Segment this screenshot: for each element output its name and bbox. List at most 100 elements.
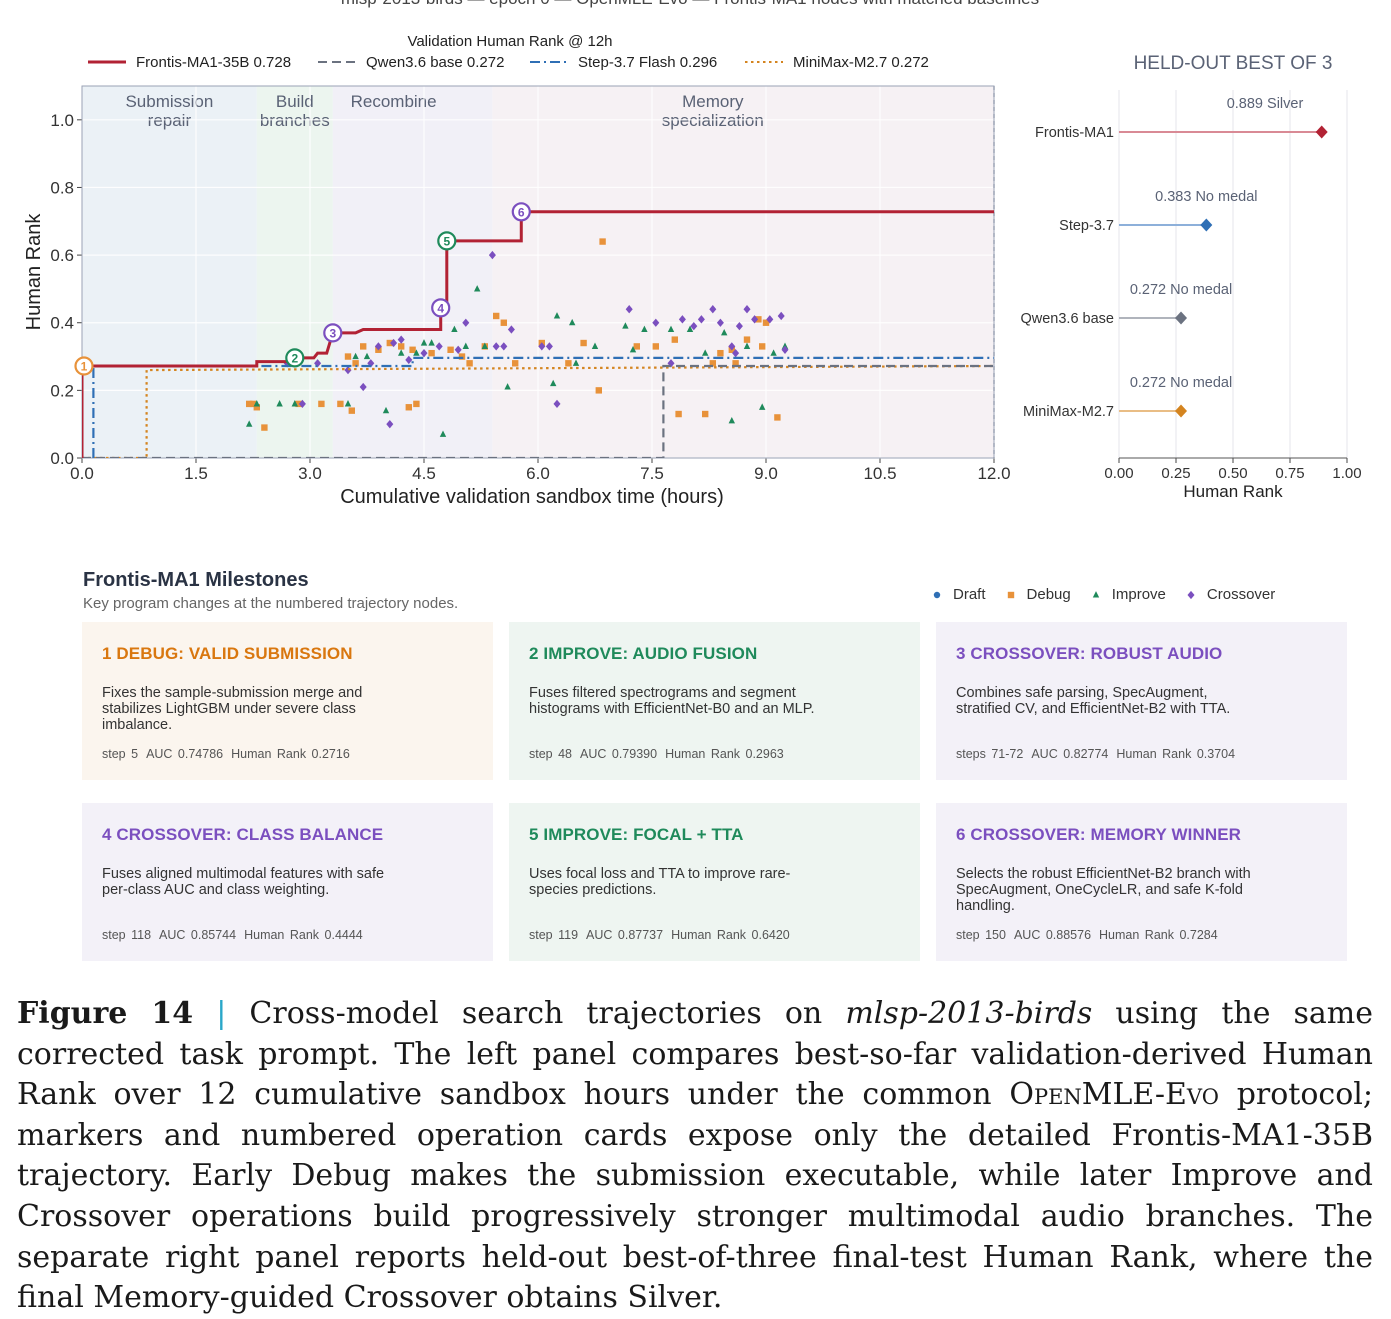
- row-label: Frontis-MA1: [1035, 125, 1114, 141]
- scatter-point-crossover: [500, 342, 508, 351]
- y-axis-label: Human Rank: [23, 213, 45, 331]
- scatter-point-crossover: [507, 325, 515, 334]
- legend-entry: Frontis-MA1-35B 0.728: [136, 54, 291, 71]
- card-rank: Human Rank 0.6420: [671, 928, 790, 942]
- scatter-point-crossover: [743, 305, 751, 314]
- diamond-icon: [1187, 590, 1195, 599]
- scatter-point-improve: [743, 342, 751, 349]
- phase-band: [256, 86, 333, 458]
- value-label: 0.889 Silver: [1227, 96, 1304, 112]
- value-label: 0.383 No medal: [1155, 189, 1257, 205]
- chart-title: Validation Human Rank @ 12h: [407, 33, 612, 50]
- scatter-point-improve: [686, 325, 694, 333]
- scatter-point-crossover: [777, 311, 785, 321]
- scatter-point-crossover: [488, 250, 496, 260]
- scatter-point-debug: [717, 349, 724, 357]
- scatter-point-crossover: [538, 342, 546, 351]
- legend-label: Improve: [1111, 586, 1166, 603]
- scatter-point-debug: [344, 353, 352, 360]
- caption-text-1: Cross-model search trajectories on: [249, 996, 846, 1031]
- diamond-marker: [1187, 590, 1195, 599]
- scatter-point-improve: [291, 400, 298, 407]
- x-tick-label: 0.50: [1218, 465, 1247, 482]
- scatter-point-debug: [466, 360, 473, 367]
- scatter-point-debug: [249, 400, 257, 408]
- scatter-layer: [246, 206, 789, 437]
- scatter-point-debug: [774, 414, 781, 421]
- card-title: 3 CROSSOVER: ROBUST AUDIO: [956, 644, 1223, 663]
- scatter-point-debug: [386, 339, 393, 347]
- circle-marker: [933, 591, 941, 598]
- scatter-point-debug: [447, 346, 454, 353]
- card-step: step 150: [956, 928, 1006, 942]
- scatter-point-crossover: [545, 342, 553, 351]
- scatter-point-debug: [755, 316, 762, 323]
- card-rank: Human Rank 0.2963: [665, 747, 784, 761]
- card-metrics: step 119 AUC 0.87737 Human Rank 0.6420: [529, 928, 900, 942]
- scatter-point-crossover: [690, 321, 698, 331]
- scatter-point-crossover: [397, 335, 405, 344]
- scatter-point-improve: [721, 329, 728, 336]
- scatter-point-crossover: [359, 382, 367, 392]
- row-label: MiniMax-M2.7: [1023, 404, 1114, 420]
- scatter-point-debug: [599, 238, 606, 245]
- legend-entry: Step-3.7 Flash 0.296: [578, 54, 717, 71]
- scatter-point-debug: [352, 360, 359, 367]
- scatter-point-improve: [553, 312, 561, 319]
- card-body: Combines safe parsing, SpecAugment, stra…: [956, 685, 1231, 717]
- scatter-point-improve: [398, 349, 405, 356]
- scatter-point-crossover: [344, 365, 352, 375]
- card-step: step 119: [529, 928, 579, 942]
- y-tick-label: 0.2: [50, 381, 74, 400]
- scatter-point-improve: [702, 349, 709, 356]
- x-tick-label: 3.0: [298, 464, 322, 483]
- x-tick-label: 6.0: [526, 464, 550, 483]
- scatter-point-debug: [337, 400, 344, 408]
- scatter-point-crossover: [751, 315, 759, 324]
- milestone-card: 3 CROSSOVER: ROBUST AUDIO Combines safe p…: [936, 622, 1347, 780]
- card-title: 6 CROSSOVER: MEMORY WINNER: [956, 825, 1242, 844]
- scatter-point-debug: [493, 312, 500, 320]
- scatter-point-debug: [762, 319, 770, 326]
- x-axis-label: Cumulative validation sandbox time (hour…: [340, 486, 724, 508]
- scatter-point-improve: [481, 342, 488, 349]
- x-tick-label: 4.5: [412, 464, 436, 483]
- milestone-node-label: 5: [443, 234, 450, 248]
- milestone-node: [431, 298, 451, 318]
- card-metrics: step 150 AUC 0.88576 Human Rank 0.7284: [956, 928, 1327, 942]
- operation-legend: Draft Debug Improve Crossover: [930, 586, 1275, 603]
- figure-top-panels: mlsp-2013-birds — epoch 0 — OpenMLE-Evo …: [23, 0, 1362, 508]
- x-tick-label: 12.0: [977, 464, 1010, 483]
- held-out-best-of-3-chart: 0.00 0.25 0.50 0.75 1.00 Human Rank HELD-OUT B…: [1020, 53, 1361, 501]
- scatter-point-crossover: [766, 315, 774, 324]
- milestone-card: 1 DEBUG: VALID SUBMISSION Fixes the sampl…: [82, 622, 493, 780]
- x-tick-label: 9.0: [754, 464, 778, 483]
- legend-item-improve: Improve: [1089, 586, 1166, 603]
- scatter-point-crossover: [697, 315, 705, 324]
- triangle-icon: [1092, 590, 1099, 598]
- card-step: step 48: [529, 747, 573, 761]
- scatter-point-debug: [360, 343, 367, 350]
- scatter-point-debug: [565, 360, 572, 367]
- scatter-point-debug: [413, 400, 420, 408]
- phase-band: [492, 86, 994, 458]
- scatter-point-debug: [318, 400, 325, 408]
- figure-caption: Figure 14 | Cross-model search trajector…: [17, 994, 1373, 1319]
- caption-separator: |: [216, 996, 227, 1031]
- scatter-point-crossover: [492, 342, 500, 351]
- scatter-point-crossover: [314, 359, 322, 368]
- legend-label: Debug: [1026, 586, 1071, 603]
- card-rank: Human Rank 0.3704: [1116, 747, 1236, 761]
- card-metrics: step 5 AUC 0.74786 Human Rank 0.2716: [102, 747, 473, 761]
- scatter-point-crossover: [454, 345, 462, 354]
- card-auc: AUC 0.82774: [1031, 747, 1109, 761]
- card-auc: AUC 0.85744: [159, 928, 237, 942]
- scatter-point-improve: [622, 322, 629, 329]
- phase-band: [332, 86, 493, 458]
- milestone-node-label: 6: [518, 205, 525, 219]
- scatter-point-debug: [580, 339, 587, 347]
- dot-marker: [1200, 218, 1213, 232]
- scatter-point-crossover: [390, 338, 398, 348]
- scatter-point-debug: [398, 343, 405, 350]
